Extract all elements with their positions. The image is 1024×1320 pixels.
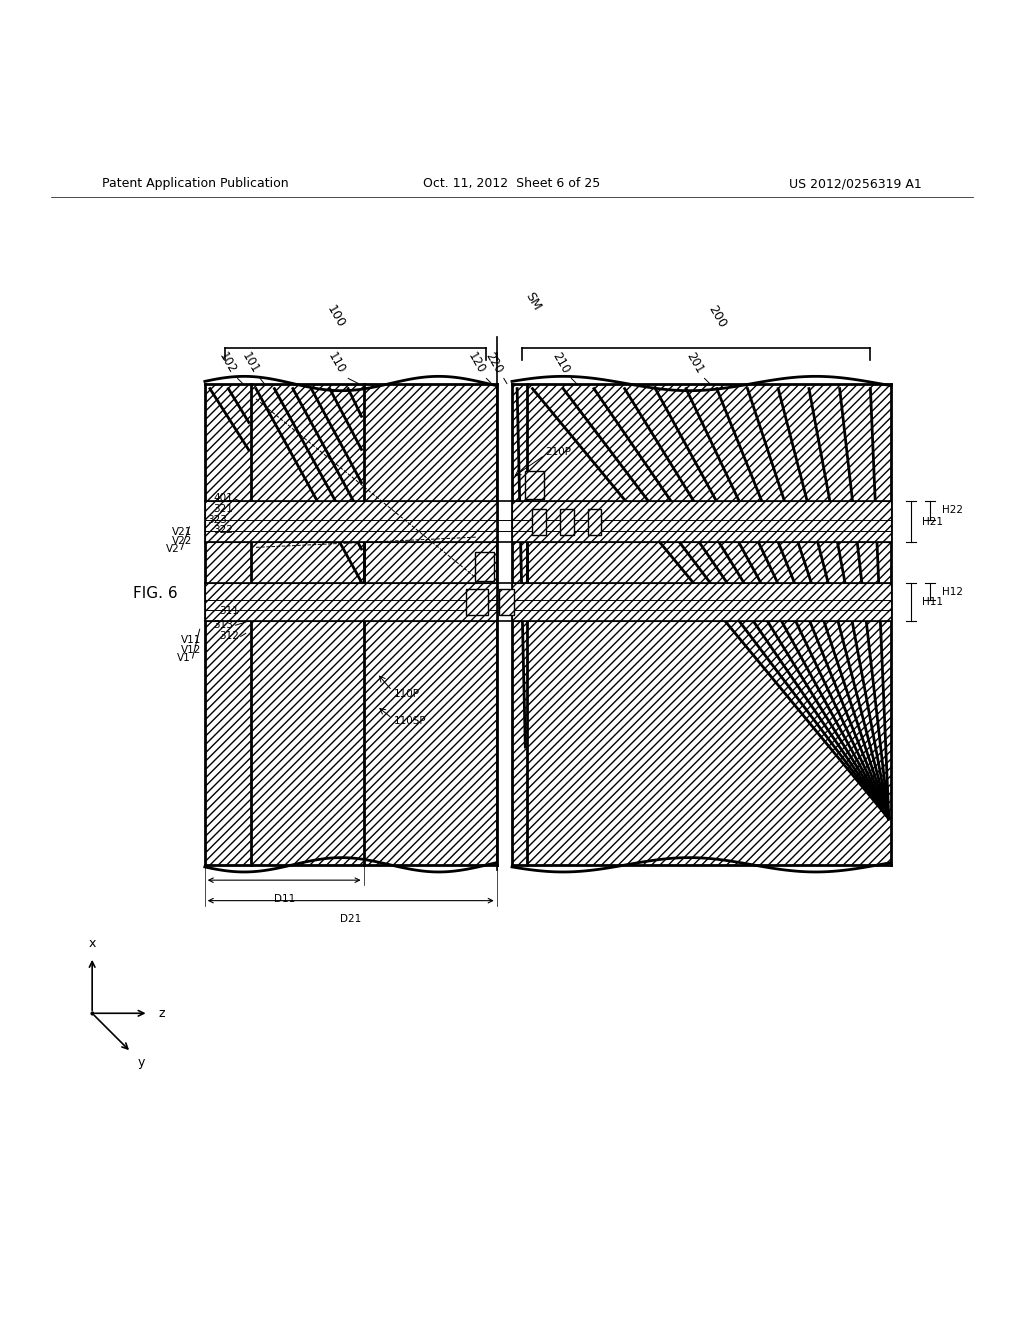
Text: 210: 210 (550, 350, 572, 376)
Text: x: x (88, 937, 96, 950)
Text: D21: D21 (340, 913, 361, 924)
Text: 100: 100 (324, 304, 347, 330)
Text: 201: 201 (683, 350, 706, 376)
Bar (205, 384, 497, 583)
Text: 401: 401 (214, 494, 233, 503)
Text: 200: 200 (706, 304, 728, 330)
Text: 210P: 210P (545, 447, 571, 457)
Text: 322: 322 (214, 525, 233, 535)
Text: H21: H21 (922, 516, 943, 527)
Text: Patent Application Publication: Patent Application Publication (102, 177, 289, 190)
Text: US 2012/0256319 A1: US 2012/0256319 A1 (788, 177, 922, 190)
Bar (560, 510, 573, 535)
Bar (512, 543, 891, 865)
Text: 102: 102 (216, 350, 239, 376)
Text: 321: 321 (214, 504, 233, 515)
Text: 311: 311 (219, 606, 239, 616)
Text: V22: V22 (172, 536, 193, 546)
Text: V21: V21 (172, 527, 193, 537)
Text: Oct. 11, 2012  Sheet 6 of 25: Oct. 11, 2012 Sheet 6 of 25 (423, 177, 601, 190)
Bar (499, 589, 514, 615)
Text: H12: H12 (942, 586, 964, 597)
Bar (205, 502, 497, 622)
Text: 101: 101 (239, 350, 261, 376)
Text: SM: SM (522, 290, 543, 313)
Bar (205, 543, 497, 865)
Text: 110P: 110P (394, 689, 420, 698)
Text: 120: 120 (465, 350, 487, 376)
Bar (512, 502, 891, 543)
Bar (512, 583, 891, 622)
Bar (512, 384, 891, 583)
Bar (512, 583, 891, 622)
Bar (205, 583, 497, 622)
Text: V12: V12 (181, 644, 202, 655)
Bar (525, 470, 544, 499)
Text: D11: D11 (273, 894, 295, 904)
Bar (532, 510, 546, 535)
Bar (475, 553, 494, 581)
Text: 110SP: 110SP (394, 717, 427, 726)
Bar (466, 589, 488, 615)
Text: z: z (159, 1007, 165, 1020)
Bar (512, 502, 891, 622)
Text: 313: 313 (214, 620, 233, 630)
Bar (205, 583, 497, 622)
Text: 220: 220 (482, 350, 505, 376)
Text: y: y (137, 1056, 145, 1069)
Text: 323: 323 (208, 515, 227, 525)
Bar (205, 502, 497, 543)
Text: H22: H22 (942, 506, 964, 516)
Text: 312: 312 (219, 631, 239, 642)
Text: V2: V2 (166, 544, 179, 554)
Text: V1: V1 (177, 653, 190, 663)
Text: H11: H11 (922, 597, 943, 607)
Text: 110: 110 (325, 350, 347, 376)
Bar (205, 502, 497, 543)
Bar (588, 510, 601, 535)
Text: FIG. 6: FIG. 6 (133, 586, 178, 601)
Bar (512, 502, 891, 543)
Text: V11: V11 (181, 635, 202, 644)
